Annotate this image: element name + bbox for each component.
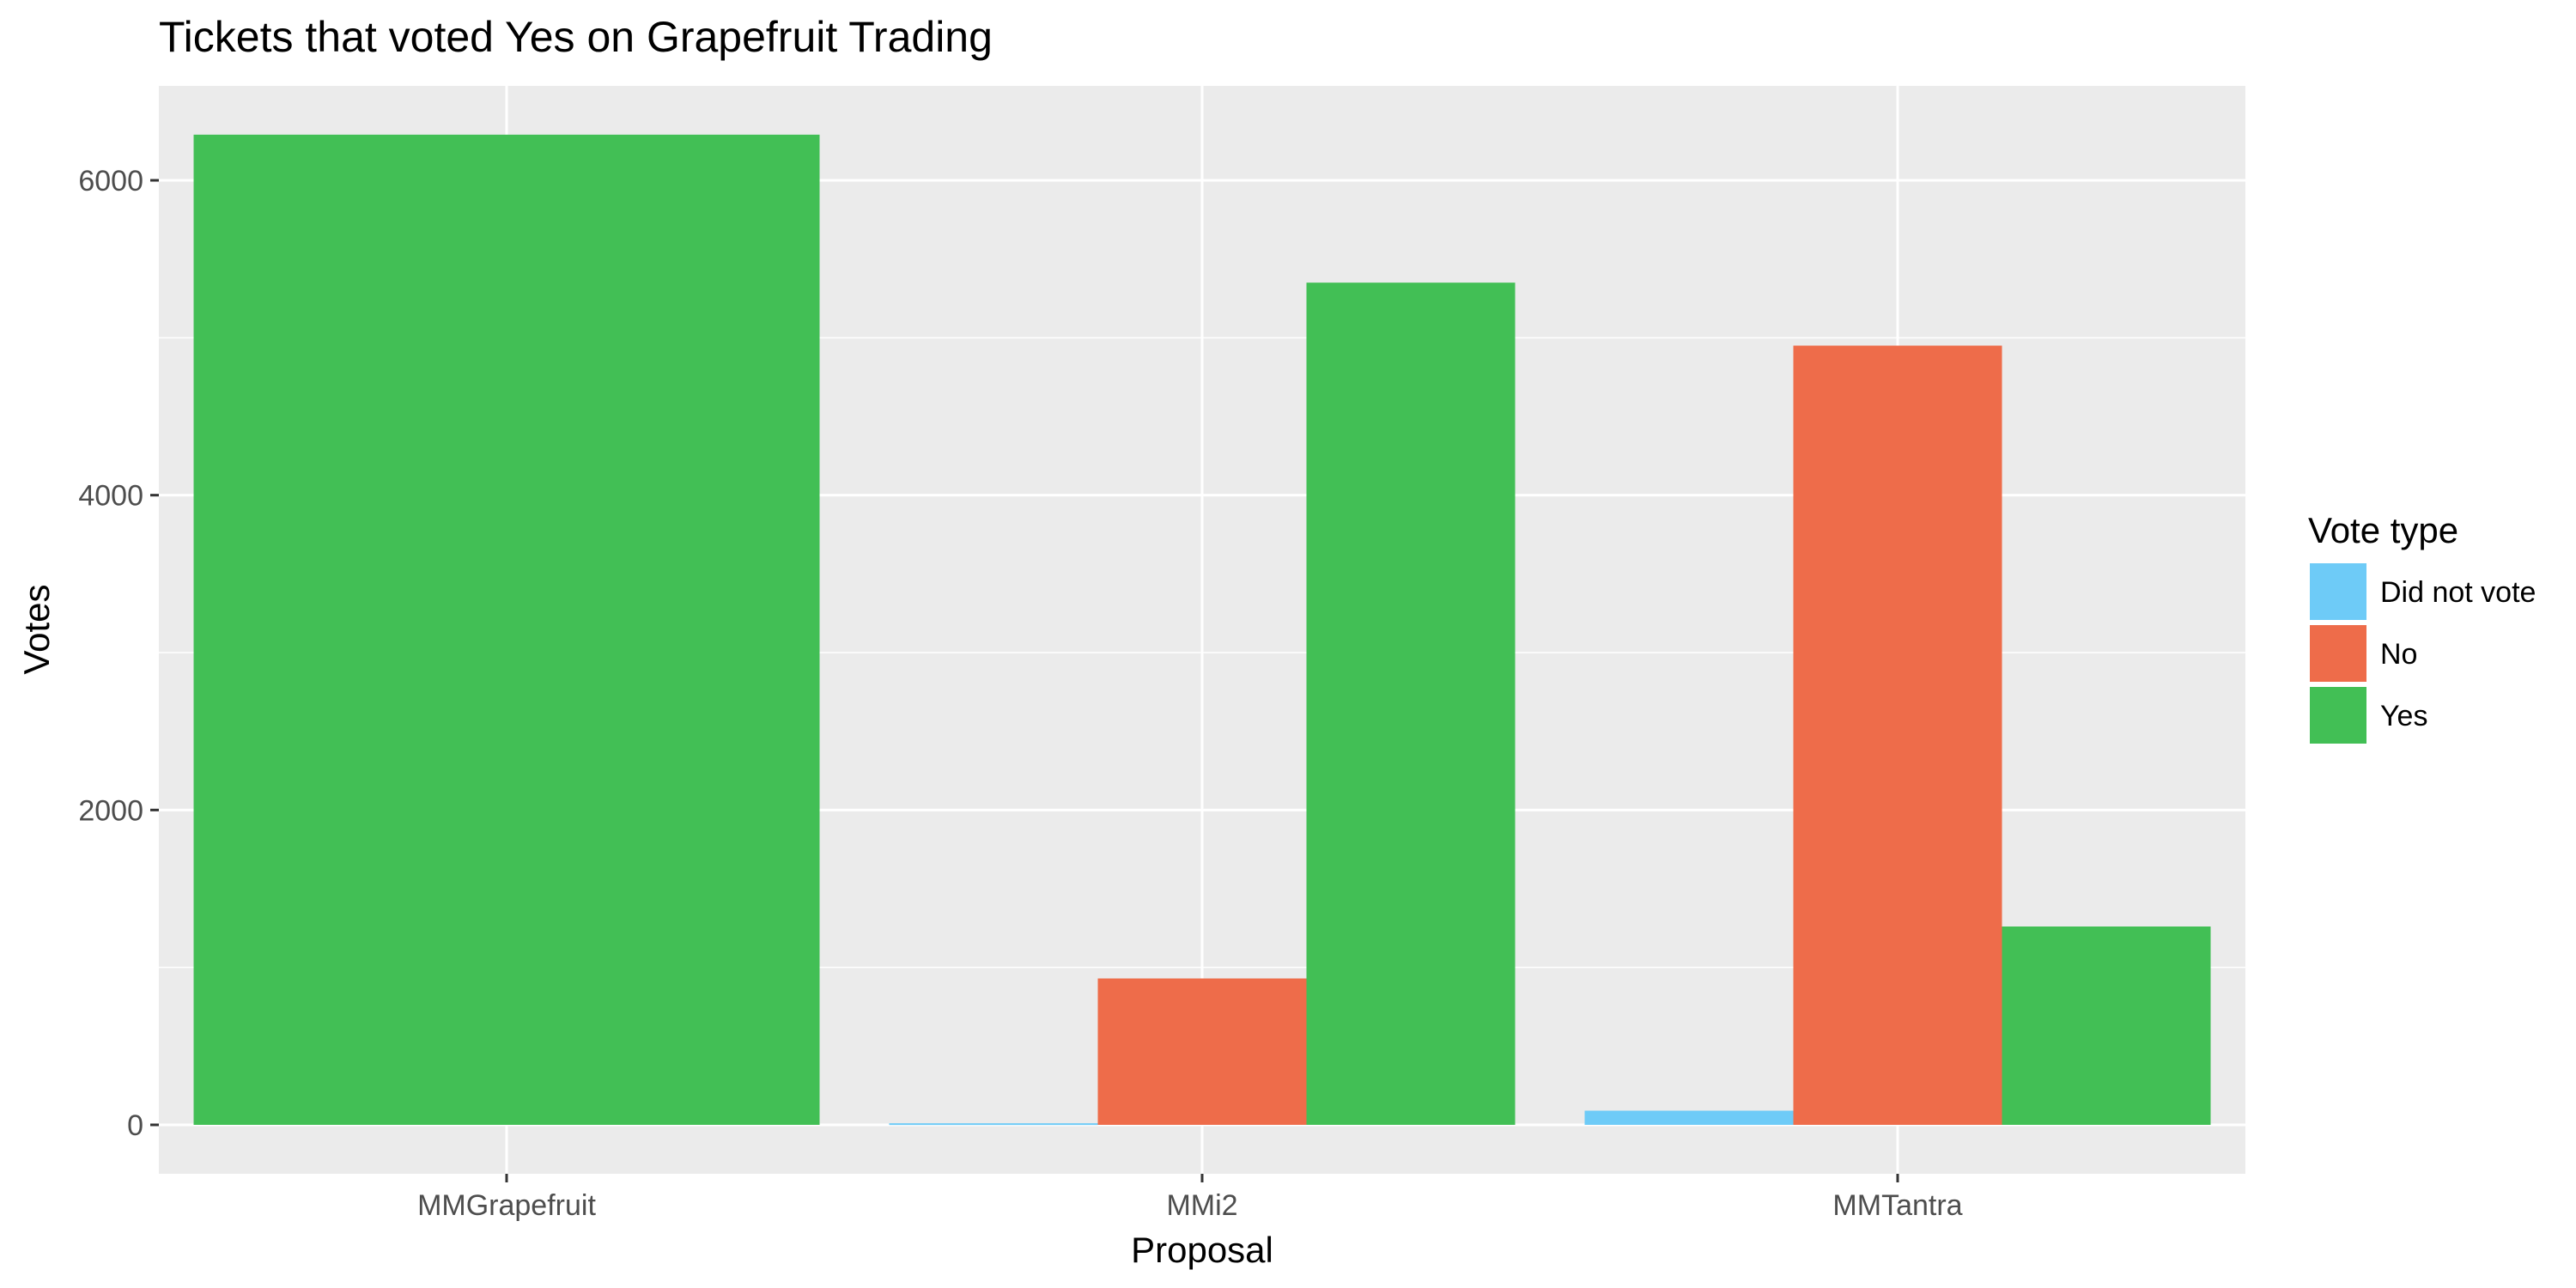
legend-label: Yes bbox=[2380, 700, 2427, 732]
bar-yes-mmtantra bbox=[2002, 927, 2211, 1125]
legend-key-did-not-vote bbox=[2310, 563, 2366, 620]
legend-label: Did not vote bbox=[2380, 576, 2536, 609]
bars bbox=[193, 134, 2211, 1126]
bar-no-mmtantra bbox=[1793, 345, 2002, 1125]
legend-key-yes bbox=[2310, 687, 2366, 744]
bar-yes-mmgrapefruit bbox=[193, 134, 820, 1125]
legend: Vote type Did not vote No Yes bbox=[2308, 510, 2536, 744]
x-axis-title: Proposal bbox=[1131, 1230, 1273, 1270]
x-tick-label: MMGrapefruit bbox=[417, 1189, 596, 1222]
y-tick-label: 6000 bbox=[78, 165, 143, 197]
y-axis-ticks: 0 2000 4000 6000 bbox=[78, 165, 159, 1142]
legend-label: No bbox=[2380, 638, 2417, 671]
x-tick-label: MMi2 bbox=[1166, 1189, 1237, 1222]
legend-items: Did not vote No Yes bbox=[2310, 563, 2536, 744]
y-tick-label: 2000 bbox=[78, 794, 143, 827]
y-tick-label: 0 bbox=[127, 1109, 143, 1142]
chart-title: Tickets that voted Yes on Grapefruit Tra… bbox=[159, 13, 993, 61]
bar-no-mmi2 bbox=[1097, 978, 1307, 1125]
x-tick-label: MMTantra bbox=[1832, 1189, 1962, 1222]
bar-yes-mmi2 bbox=[1306, 283, 1516, 1126]
bar-did-not-vote-mmi2 bbox=[889, 1123, 1098, 1126]
bar-did-not-vote-mmtantra bbox=[1584, 1110, 1794, 1125]
legend-title: Vote type bbox=[2308, 510, 2458, 550]
y-axis-title: Votes bbox=[16, 584, 57, 674]
y-tick-label: 4000 bbox=[78, 480, 143, 513]
legend-key-no bbox=[2310, 625, 2366, 682]
x-axis-ticks: MMGrapefruit MMi2 MMTantra bbox=[417, 1174, 1963, 1222]
